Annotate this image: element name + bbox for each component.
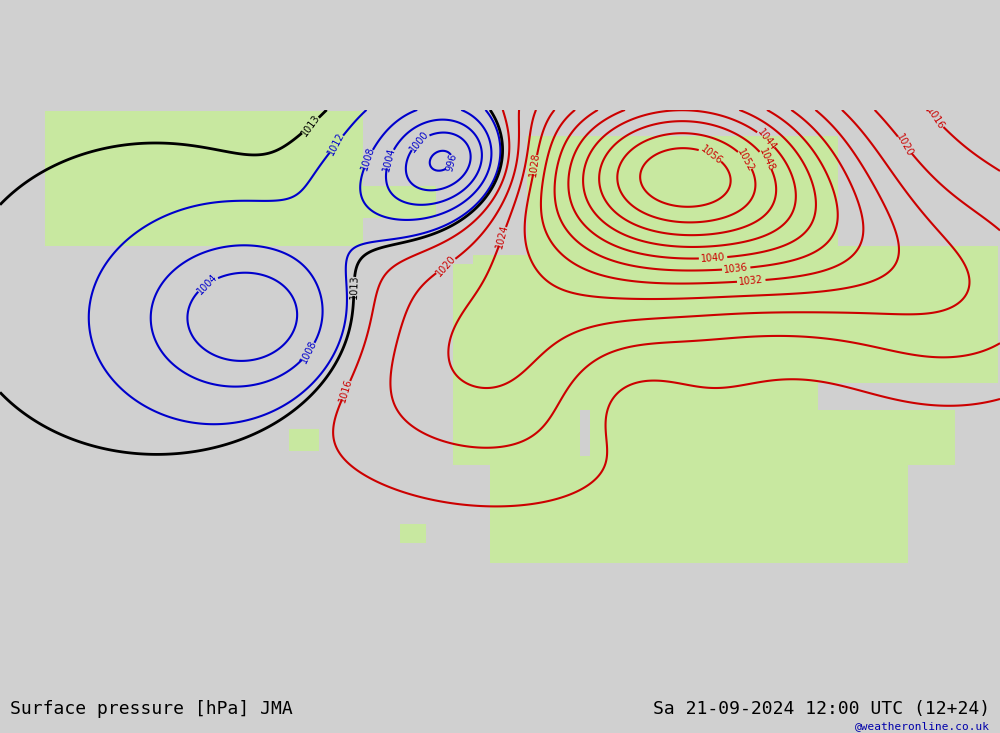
Text: 1008: 1008: [299, 339, 319, 365]
Text: 1004: 1004: [195, 272, 219, 296]
Text: 1013: 1013: [349, 274, 359, 299]
Text: Surface pressure [hPa] JMA: Surface pressure [hPa] JMA: [10, 700, 293, 718]
Text: 1056: 1056: [698, 143, 724, 166]
Text: 1048: 1048: [757, 147, 776, 174]
Text: 1028: 1028: [528, 152, 542, 177]
Text: 1013: 1013: [299, 113, 322, 139]
Text: 1024: 1024: [495, 223, 510, 249]
Text: 1032: 1032: [739, 275, 764, 287]
Text: 1020: 1020: [434, 254, 458, 279]
Text: 1016: 1016: [925, 106, 946, 132]
Text: 1052: 1052: [736, 147, 756, 173]
Text: @weatheronline.co.uk: @weatheronline.co.uk: [855, 721, 990, 732]
Text: 1044: 1044: [755, 127, 778, 152]
Text: 1008: 1008: [360, 146, 377, 172]
Text: 1012: 1012: [326, 131, 347, 158]
Text: 996: 996: [445, 152, 459, 172]
Text: 1040: 1040: [700, 252, 726, 264]
Text: 1020: 1020: [895, 132, 915, 158]
Text: 1016: 1016: [338, 377, 354, 403]
Text: 1036: 1036: [723, 262, 749, 275]
Text: 1004: 1004: [382, 146, 397, 172]
Text: 1000: 1000: [407, 129, 431, 155]
Text: Sa 21-09-2024 12:00 UTC (12+24): Sa 21-09-2024 12:00 UTC (12+24): [653, 700, 990, 718]
